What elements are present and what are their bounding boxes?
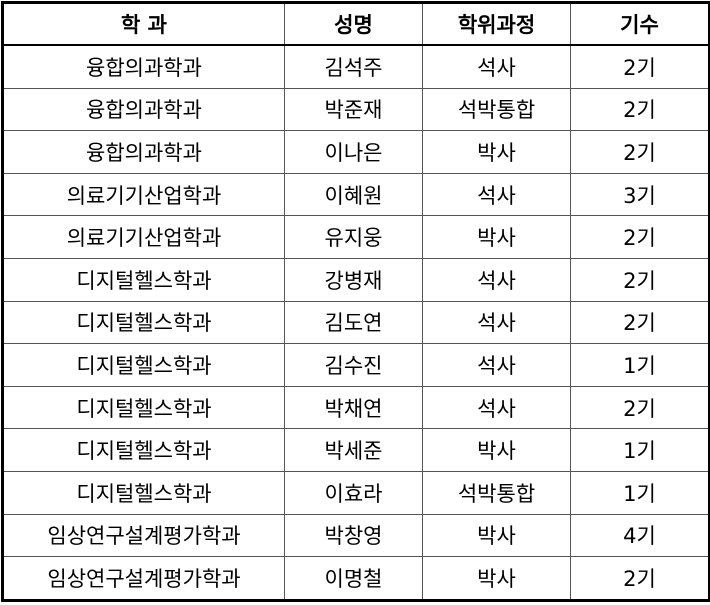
department-cell: 융합의과학과 [2, 87, 285, 132]
name-cell: 박세준 [284, 428, 423, 472]
cohort-cell: 1기 [570, 470, 710, 515]
degree-cell: 석사 [422, 385, 571, 430]
degree-cell: 석박통합 [422, 87, 571, 132]
name-cell: 강병재 [284, 257, 423, 302]
table-row: 임상연구설계평가학과 박창영 박사 4기 [2, 513, 710, 558]
table-row: 융합의과학과 김석주 석사 2기 [2, 44, 710, 89]
header-name: 성명 [284, 2, 423, 46]
table-row: 융합의과학과 박준재 석박통합 2기 [2, 87, 710, 132]
name-cell: 박창영 [284, 513, 423, 558]
cohort-cell: 2기 [570, 130, 710, 174]
cohort-cell: 1기 [570, 343, 710, 387]
department-cell: 디지털헬스학과 [2, 343, 285, 387]
cohort-cell: 2기 [570, 215, 710, 259]
department-cell: 임상연구설계평가학과 [2, 513, 285, 558]
department-cell: 의료기기산업학과 [2, 215, 285, 259]
cohort-cell: 2기 [570, 385, 710, 430]
degree-cell: 박사 [422, 556, 571, 601]
degree-cell: 석사 [422, 300, 571, 345]
table-row: 임상연구설계평가학과 이명철 박사 2기 [2, 556, 710, 601]
header-row: 학 과 성명 학위과정 기수 [2, 2, 710, 46]
cohort-cell: 2기 [570, 300, 710, 345]
department-cell: 임상연구설계평가학과 [2, 556, 285, 601]
name-cell: 이효라 [284, 470, 423, 515]
degree-cell: 석사 [422, 343, 571, 387]
department-cell: 디지털헬스학과 [2, 300, 285, 345]
department-cell: 디지털헬스학과 [2, 385, 285, 430]
cohort-cell: 2기 [570, 44, 710, 89]
cohort-cell: 1기 [570, 428, 710, 472]
table-row: 디지털헬스학과 박세준 박사 1기 [2, 428, 710, 472]
cohort-cell: 2기 [570, 87, 710, 132]
degree-cell: 석사 [422, 257, 571, 302]
degree-cell: 박사 [422, 215, 571, 259]
department-cell: 융합의과학과 [2, 44, 285, 89]
table-row: 디지털헬스학과 이효라 석박통합 1기 [2, 470, 710, 515]
degree-cell: 석사 [422, 172, 571, 217]
name-cell: 박준재 [284, 87, 423, 132]
degree-cell: 박사 [422, 428, 571, 472]
name-cell: 김수진 [284, 343, 423, 387]
cohort-cell: 2기 [570, 556, 710, 601]
cohort-cell: 2기 [570, 257, 710, 302]
table-row: 디지털헬스학과 강병재 석사 2기 [2, 257, 710, 302]
degree-cell: 석사 [422, 44, 571, 89]
header-degree: 학위과정 [422, 2, 571, 46]
department-cell: 의료기기산업학과 [2, 172, 285, 217]
table-row: 의료기기산업학과 이혜원 석사 3기 [2, 172, 710, 217]
department-cell: 디지털헬스학과 [2, 470, 285, 515]
name-cell: 이명철 [284, 556, 423, 601]
name-cell: 김석주 [284, 44, 423, 89]
table-row: 디지털헬스학과 박채연 석사 2기 [2, 385, 710, 430]
table-row: 융합의과학과 이나은 박사 2기 [2, 130, 710, 174]
department-cell: 디지털헬스학과 [2, 257, 285, 302]
cohort-cell: 3기 [570, 172, 710, 217]
table-row: 의료기기산업학과 유지웅 박사 2기 [2, 215, 710, 259]
table-row: 디지털헬스학과 김수진 석사 1기 [2, 343, 710, 387]
header-department: 학 과 [2, 2, 285, 46]
department-cell: 융합의과학과 [2, 130, 285, 174]
cohort-cell: 4기 [570, 513, 710, 558]
name-cell: 유지웅 [284, 215, 423, 259]
header-cohort: 기수 [570, 2, 710, 46]
degree-cell: 박사 [422, 130, 571, 174]
table-row: 디지털헬스학과 김도연 석사 2기 [2, 300, 710, 345]
degree-cell: 박사 [422, 513, 571, 558]
name-cell: 박채연 [284, 385, 423, 430]
name-cell: 김도연 [284, 300, 423, 345]
degree-cell: 석박통합 [422, 470, 571, 515]
department-cell: 디지털헬스학과 [2, 428, 285, 472]
name-cell: 이혜원 [284, 172, 423, 217]
name-cell: 이나은 [284, 130, 423, 174]
